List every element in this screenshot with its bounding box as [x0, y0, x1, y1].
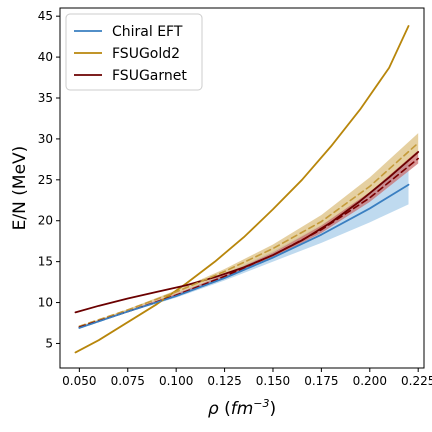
- x-tick-label: 0.125: [207, 374, 241, 388]
- x-axis-symbol: ρ: [208, 399, 219, 419]
- legend-label: Chiral EFT: [112, 24, 183, 40]
- y-tick-label: 40: [38, 50, 53, 64]
- x-axis-ticks: 0.050 0.075 0.100 0.125 0.150 0.175 0.200 0.225: [62, 368, 432, 388]
- y-tick-label: 25: [38, 173, 53, 187]
- y-axis-ticks: 5 10 15 20 25 30 35 40 45: [38, 9, 60, 350]
- y-tick-label: 15: [38, 255, 53, 269]
- x-tick-label: 0.200: [353, 374, 387, 388]
- x-tick-label: 0.175: [304, 374, 338, 388]
- x-axis-unit: fm: [231, 399, 254, 419]
- x-axis-label: ρ (fm−3): [208, 397, 276, 419]
- x-tick-label: 0.150: [256, 374, 290, 388]
- y-tick-label: 10: [38, 296, 53, 310]
- x-tick-label: 0.100: [159, 374, 193, 388]
- y-tick-label: 20: [38, 214, 53, 228]
- y-tick-label: 5: [45, 336, 53, 350]
- y-tick-label: 35: [38, 91, 53, 105]
- legend-label: FSUGold2: [112, 46, 180, 62]
- y-axis-label: E/N (MeV): [10, 146, 30, 231]
- x-tick-label: 0.225: [401, 374, 432, 388]
- x-tick-label: 0.050: [62, 374, 96, 388]
- x-axis-unit-exponent: −3: [253, 397, 269, 410]
- y-tick-label: 45: [38, 9, 53, 23]
- legend-label: FSUGarnet: [112, 68, 187, 84]
- legend: Chiral EFT FSUGold2 FSUGarnet: [66, 14, 202, 90]
- y-tick-label: 30: [38, 132, 53, 146]
- x-tick-label: 0.075: [111, 374, 145, 388]
